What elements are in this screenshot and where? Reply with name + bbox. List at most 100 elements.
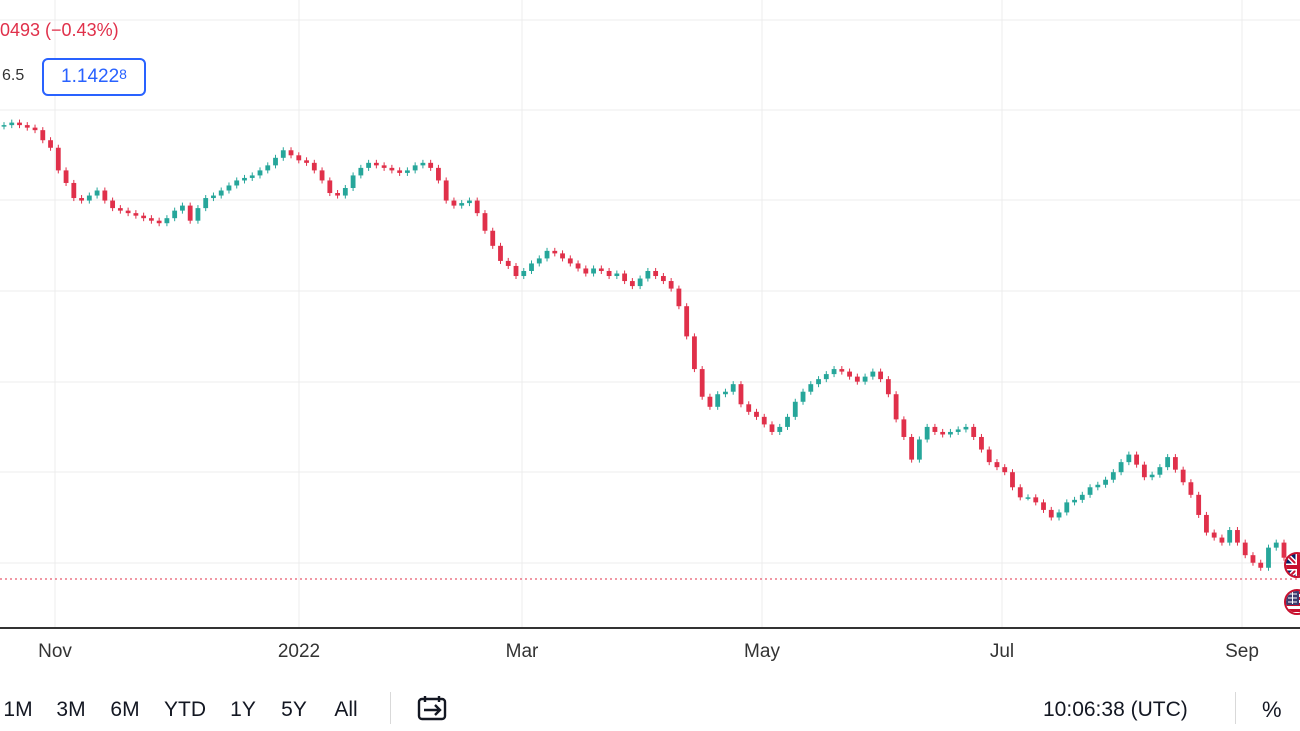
candle-body <box>110 200 116 209</box>
candle-body <box>79 198 84 201</box>
candle-body <box>1118 462 1124 473</box>
candle-body <box>746 404 752 412</box>
candle-body <box>622 273 628 282</box>
utc-clock[interactable]: 10:06:38 (UTC) <box>1043 698 1188 721</box>
uk-flag-icon[interactable] <box>1284 552 1300 578</box>
candle-body <box>428 162 434 168</box>
candle-body <box>1196 494 1202 515</box>
range-3m-button[interactable]: 3M <box>56 698 86 721</box>
candle-body <box>1266 547 1271 568</box>
candle-body <box>1149 474 1155 478</box>
candle-body <box>467 200 472 204</box>
candle-body <box>1157 467 1163 475</box>
us-flag-icon[interactable] <box>1284 589 1300 615</box>
candle-body <box>1172 457 1178 470</box>
percent-scale-button[interactable]: % <box>1262 697 1282 722</box>
x-tick-label: Mar <box>505 641 539 662</box>
calendar-goto-icon[interactable] <box>416 694 450 722</box>
candle-body <box>1110 472 1116 480</box>
candle-body <box>133 213 139 216</box>
candle-body <box>1087 487 1093 495</box>
candle-body <box>1002 467 1008 473</box>
candle-body <box>916 439 922 460</box>
candle-body <box>342 187 348 196</box>
candle-body <box>909 436 915 460</box>
candle-body <box>397 170 403 173</box>
candle-body <box>1281 542 1287 558</box>
price-chart[interactable] <box>0 0 1300 628</box>
candle-body <box>707 396 713 407</box>
candle-body <box>645 270 651 279</box>
candle-body <box>660 276 666 282</box>
candle-body <box>187 205 193 221</box>
candle-body <box>637 278 643 287</box>
candle-body <box>560 253 565 259</box>
range-all-button[interactable]: All <box>334 698 358 721</box>
candle-body <box>629 281 635 287</box>
candle-body <box>692 336 697 370</box>
candle-body <box>979 436 984 450</box>
candle-body <box>1017 487 1023 498</box>
candle-body <box>1141 464 1147 478</box>
candle-body <box>699 369 705 397</box>
candle-body <box>1235 530 1240 543</box>
range-6m-button[interactable]: 6M <box>110 698 140 721</box>
candle-body <box>870 371 876 377</box>
candle-body <box>40 130 46 141</box>
candle-body <box>986 449 992 463</box>
candle-body <box>86 195 92 201</box>
candle-body <box>536 258 542 264</box>
candle-body <box>1025 497 1031 499</box>
candle-body <box>1079 494 1085 500</box>
x-tick-label: Sep <box>1225 641 1259 662</box>
candle-body <box>249 175 255 178</box>
candle-body <box>358 167 364 176</box>
candle-body <box>117 208 123 211</box>
candle-body <box>172 210 178 219</box>
candle-body <box>195 208 201 221</box>
candle-body <box>389 167 395 171</box>
candle-body <box>55 147 61 171</box>
x-tick-label: May <box>744 641 780 662</box>
candle-body <box>350 175 356 188</box>
candle-body <box>583 268 589 274</box>
candle-body <box>1134 454 1140 465</box>
range-ytd-button[interactable]: YTD <box>164 698 206 721</box>
x-axis-line <box>0 627 1300 629</box>
candle-body <box>443 180 449 201</box>
candle-body <box>148 218 154 221</box>
candle-body <box>273 157 278 166</box>
range-1y-button[interactable]: 1Y <box>230 698 256 721</box>
candle-body <box>381 165 387 168</box>
candle-body <box>544 250 550 259</box>
candle-body <box>141 215 147 219</box>
candle-body <box>436 167 441 181</box>
current-price-box[interactable]: 1.1422 8 <box>42 58 146 96</box>
candle-body <box>242 177 247 181</box>
candle-body <box>730 384 736 392</box>
candle-body <box>808 384 814 392</box>
candle-body <box>1103 479 1108 485</box>
candle-body <box>754 411 759 417</box>
candle-body <box>1258 562 1264 568</box>
price-pip: 8 <box>119 66 127 82</box>
candle-body <box>125 210 131 214</box>
candle-body <box>218 190 224 196</box>
candle-body <box>816 379 821 385</box>
range-5y-button[interactable]: 5Y <box>281 698 307 721</box>
candle-body <box>792 401 798 417</box>
candle-body <box>513 265 519 277</box>
range-1m-button[interactable]: 1M <box>3 698 33 721</box>
candle-body <box>24 125 30 128</box>
candle-body <box>769 424 775 432</box>
candle-body <box>280 150 286 158</box>
toolbar-divider <box>1235 692 1236 724</box>
candle-body <box>32 127 38 131</box>
candle-body <box>723 391 728 395</box>
chart-grid <box>0 0 1300 628</box>
candle-body <box>598 268 604 271</box>
candle-body <box>9 122 15 126</box>
candle-body <box>366 162 372 168</box>
candle-body <box>839 369 845 372</box>
candle-body <box>257 170 263 176</box>
